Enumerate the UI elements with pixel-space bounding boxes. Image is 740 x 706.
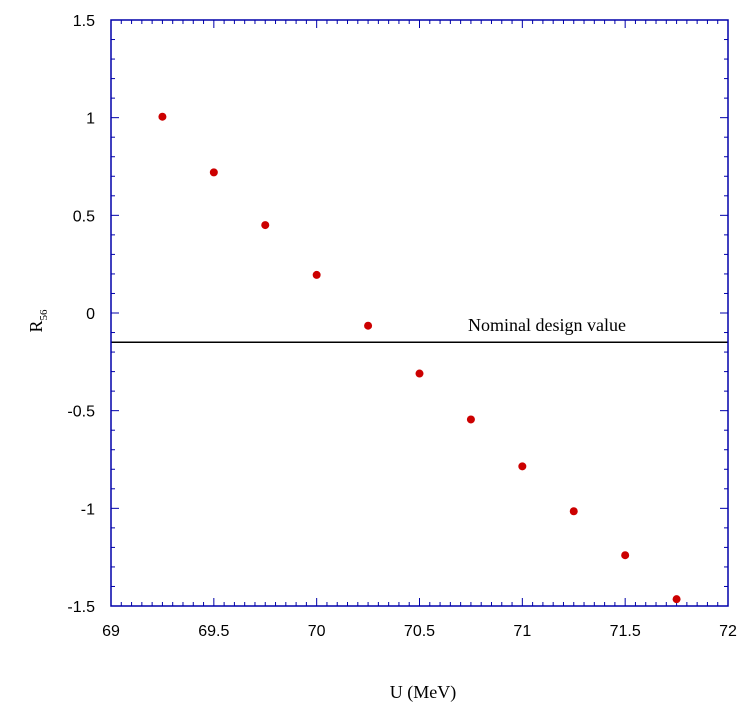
y-tick-label: 1 [86,111,95,128]
data-point [569,507,578,516]
axis-ticks [110,19,729,607]
data-point [209,168,218,177]
x-tick-label: 69 [102,623,120,640]
data-point [621,551,630,560]
y-tick-label: 0 [86,306,95,323]
x-axis-title: U (MeV) [390,682,456,703]
x-tick-label: 71.5 [610,623,641,640]
plot-frame [110,19,729,607]
data-point [158,112,167,121]
x-tick-label: 71 [513,623,531,640]
x-tick-label: 70.5 [404,623,435,640]
data-point [518,462,527,471]
data-point [466,415,475,424]
nominal-design-value-label: Nominal design value [468,315,626,335]
y-axis-title-main: R [26,320,46,332]
data-point [672,595,681,604]
data-points [158,112,681,604]
data-point [364,321,373,330]
y-axis-title: R56 [26,309,50,333]
x-tick-label: 72 [719,623,737,640]
x-tick-label: 69.5 [198,623,229,640]
data-point [415,369,424,378]
y-tick-label: -0.5 [67,404,95,421]
y-tick-label: -1.5 [67,599,95,616]
y-tick-label: 0.5 [73,208,95,225]
y-axis-title-subscript: 56 [38,309,50,321]
y-tick-label: -1 [81,501,95,518]
tick-labels: 69 69.5 70 70.5 71 71.5 72 -1.5 -1 -0.5 0 0.5 1 1.5 [67,13,737,640]
data-point [312,270,321,279]
data-point [261,221,270,230]
y-tick-label: 1.5 [73,13,95,30]
x-tick-label: 70 [308,623,326,640]
